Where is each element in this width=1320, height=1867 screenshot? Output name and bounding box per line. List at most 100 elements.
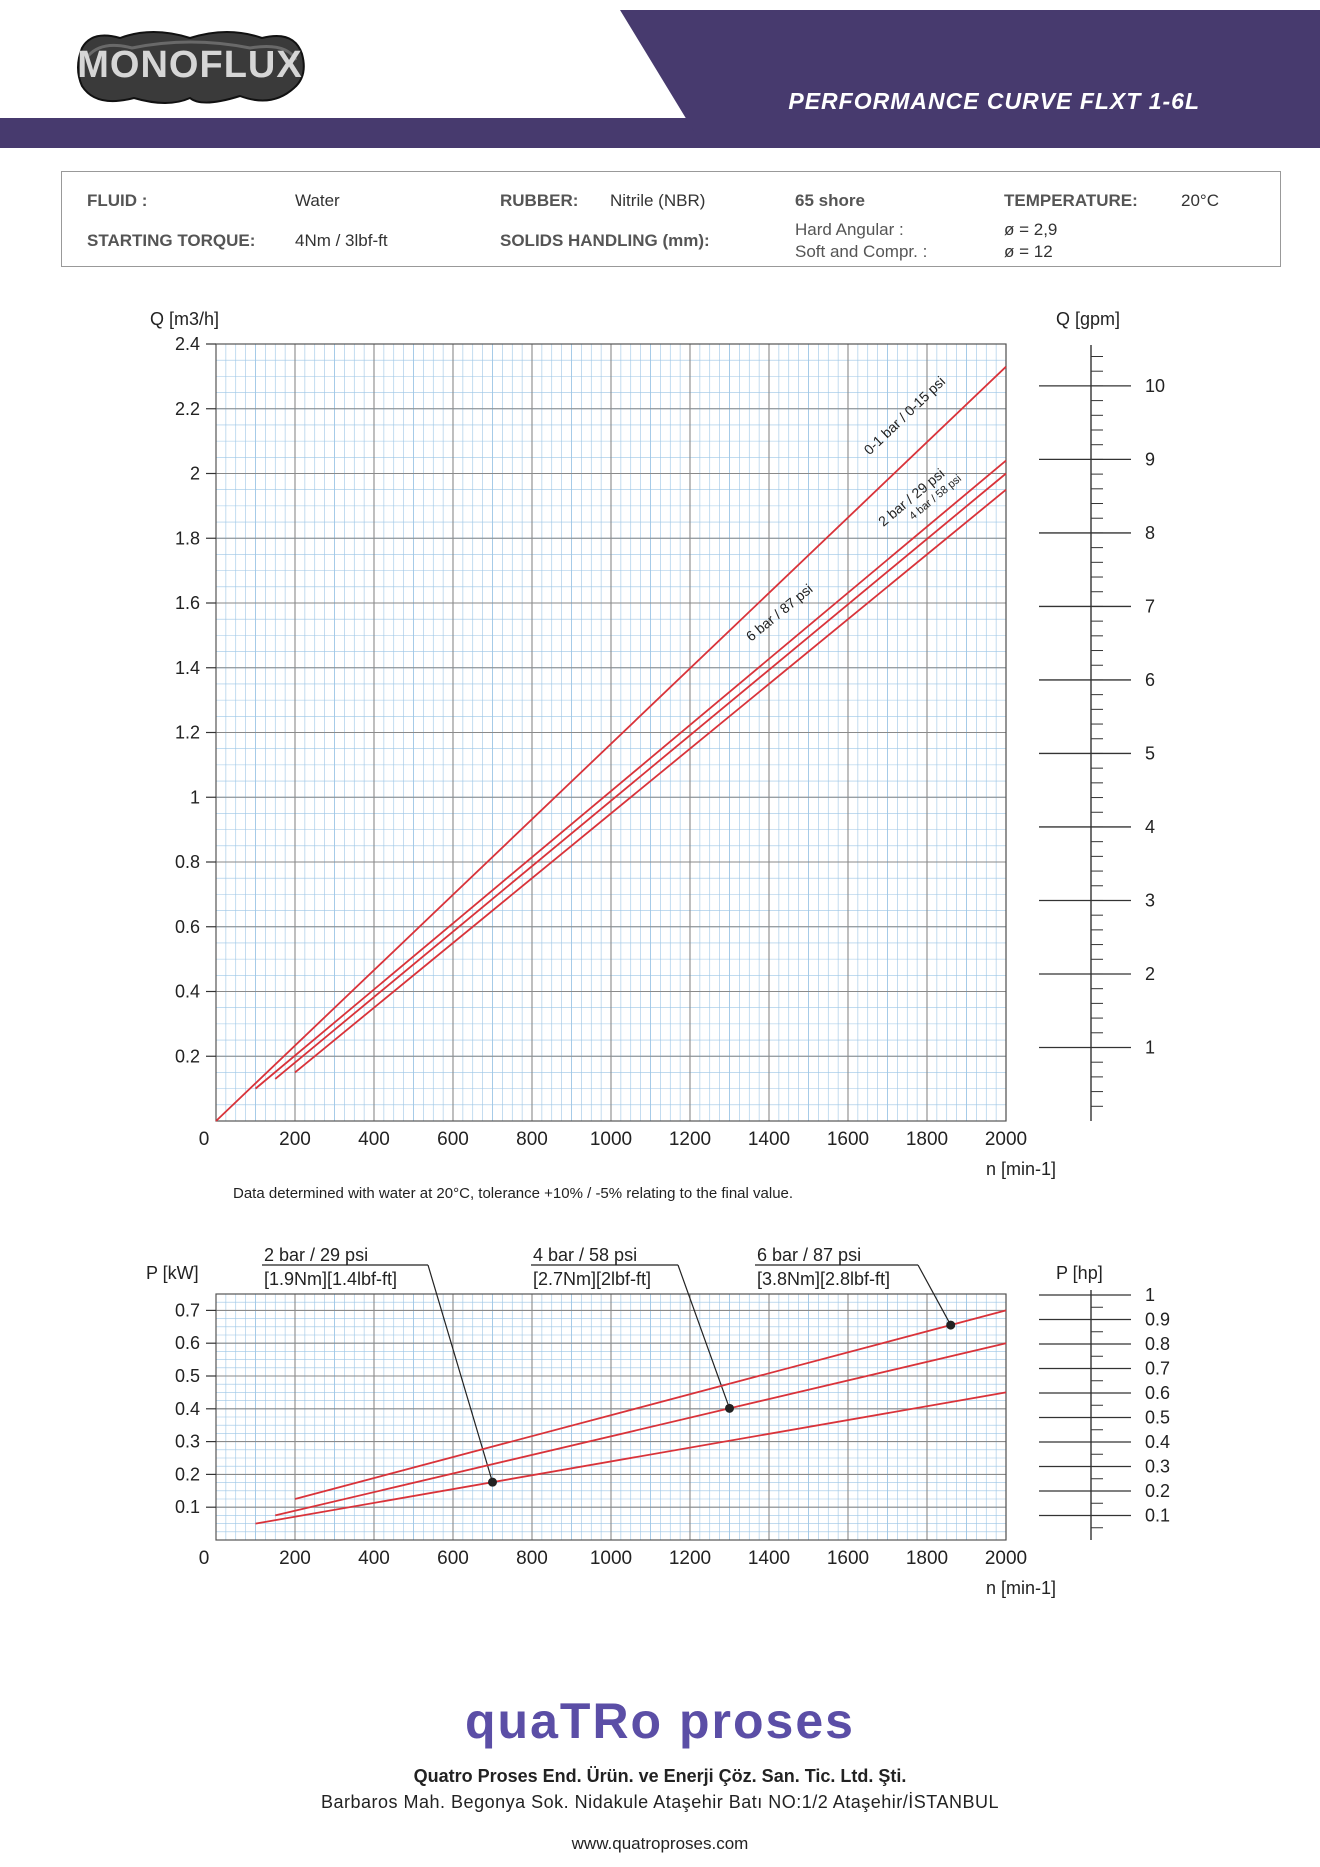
y-tick-label: 1.4 xyxy=(175,658,200,678)
x-tick-label: 2000 xyxy=(985,1548,1027,1569)
callout-torque-label: [1.9Nm][1.4lbf-ft] xyxy=(264,1269,397,1289)
fluid-label: FLUID : xyxy=(87,191,148,210)
x-tick-label: 1200 xyxy=(669,1548,711,1569)
callout-leader xyxy=(917,1264,952,1326)
y-tick-label: 0.5 xyxy=(175,1366,200,1386)
y-tick-label: 0.3 xyxy=(175,1432,200,1452)
secondary-tick-label: 5 xyxy=(1145,743,1155,763)
page-title: PERFORMANCE CURVE FLXT 1-6L xyxy=(788,88,1200,114)
y-tick-label: 2.4 xyxy=(175,334,200,354)
callout-marker xyxy=(946,1320,956,1330)
y-tick-label: 1.6 xyxy=(175,593,200,613)
flow-series-line xyxy=(254,459,1007,1090)
secondary-tick-label: 1 xyxy=(1145,1285,1155,1305)
power-series-line xyxy=(255,1391,1007,1525)
y-tick-label: 1.2 xyxy=(175,723,200,743)
y-tick-label: 2.2 xyxy=(175,399,200,419)
company-address: Barbaros Mah. Begonya Sok. Nidakule Ataş… xyxy=(321,1792,999,1812)
flow-chart: 0 200 400 600 800 1000 1200 1400 1600 1800 2000 0.2… xyxy=(150,309,1165,1179)
y-tick-label: 0.1 xyxy=(175,1497,200,1517)
power-chart: 0 200 400 600 800 1000 1200 1400 1600 1800 2000 0.1… xyxy=(146,1245,1170,1598)
soft-compr-label: Soft and Compr. : xyxy=(795,242,928,261)
flow-series-line xyxy=(294,488,1007,1074)
hard-angular-value: ø = 2,9 xyxy=(1004,220,1058,239)
secondary-tick-label: 0.6 xyxy=(1145,1383,1170,1403)
secondary-tick-label: 0.4 xyxy=(1145,1432,1170,1452)
callout-pressure-label: 6 bar / 87 psi xyxy=(757,1245,861,1265)
x-tick-label: 1000 xyxy=(590,1548,632,1569)
x-tick-label: 200 xyxy=(279,1548,311,1569)
x-tick-label: 1800 xyxy=(906,1129,948,1150)
callout-marker xyxy=(725,1403,734,1413)
y-tick-label: 1 xyxy=(190,787,200,807)
company-name: Quatro Proses End. Ürün. ve Enerji Çöz. … xyxy=(413,1766,907,1786)
x-tick-label: 1400 xyxy=(748,1129,790,1150)
brand-logo-text: quaTRo proses xyxy=(465,1693,855,1749)
secondary-tick-label: 1 xyxy=(1145,1037,1155,1057)
x-tick-label: 0 xyxy=(199,1548,210,1569)
y-axis-label: P [kW] xyxy=(146,1263,199,1283)
logo-text: MONOFLUX xyxy=(77,44,303,86)
y-axis-label: Q [m3/h] xyxy=(150,309,219,329)
x-tick-label: 1200 xyxy=(669,1129,711,1150)
flow-series-line xyxy=(215,366,1007,1122)
temperature-value: 20°C xyxy=(1181,191,1219,210)
callout-torque-label: [3.8Nm][2.8lbf-ft] xyxy=(757,1269,890,1289)
y-tick-label: 0.2 xyxy=(175,1046,200,1066)
flow-series-line xyxy=(274,472,1007,1080)
rubber-value: Nitrile (NBR) xyxy=(610,191,706,210)
secondary-tick-label: 0.1 xyxy=(1145,1506,1170,1526)
secondary-tick-label: 0.2 xyxy=(1145,1481,1170,1501)
x-axis-label: n [min-1] xyxy=(986,1159,1056,1179)
plot-frame xyxy=(215,1293,1007,1541)
shore-value: 65 shore xyxy=(795,191,865,210)
y-tick-label: 0.4 xyxy=(175,982,200,1002)
secondary-tick-label: 0.5 xyxy=(1145,1408,1170,1428)
y-tick-label: 0.2 xyxy=(175,1464,200,1484)
x-axis-label: n [min-1] xyxy=(986,1578,1056,1598)
rubber-label: RUBBER: xyxy=(500,191,579,210)
secondary-tick-label: 3 xyxy=(1145,890,1155,910)
monoflux-logo xyxy=(77,31,305,104)
solids-label: SOLIDS HANDLING (mm): xyxy=(500,231,710,250)
callout-leader xyxy=(677,1264,731,1409)
website-link[interactable]: www.quatroproses.com xyxy=(571,1834,749,1853)
x-tick-label: 800 xyxy=(516,1129,548,1150)
x-tick-label: 200 xyxy=(279,1129,311,1150)
x-tick-label: 400 xyxy=(358,1548,390,1569)
secondary-tick-label: 2 xyxy=(1145,964,1155,984)
x-tick-label: 1800 xyxy=(906,1548,948,1569)
torque-label: STARTING TORQUE: xyxy=(87,231,256,250)
secondary-tick-label: 0.8 xyxy=(1145,1334,1170,1354)
tolerance-note: Data determined with water at 20°C, tole… xyxy=(233,1185,794,1202)
x-tick-label: 1000 xyxy=(590,1129,632,1150)
callout-leader xyxy=(427,1264,494,1483)
torque-value: 4Nm / 3lbf-ft xyxy=(295,231,388,250)
header-tab xyxy=(620,10,1320,148)
x-tick-label: 600 xyxy=(437,1129,469,1150)
y-tick-label: 2 xyxy=(190,464,200,484)
x-tick-label: 2000 xyxy=(985,1129,1027,1150)
callout-pressure-label: 2 bar / 29 psi xyxy=(264,1245,368,1265)
y-tick-label: 1.8 xyxy=(175,528,200,548)
x-tick-label: 1400 xyxy=(748,1548,790,1569)
spec-box: FLUID : Water RUBBER: Nitrile (NBR) 65 s… xyxy=(61,171,1281,267)
secondary-tick-label: 0.9 xyxy=(1145,1310,1170,1330)
secondary-tick-label: 9 xyxy=(1145,449,1155,469)
secondary-tick-label: 10 xyxy=(1145,376,1165,396)
x-tick-label: 0 xyxy=(199,1129,210,1150)
power-series-line xyxy=(294,1309,1007,1500)
secondary-tick-label: 4 xyxy=(1145,817,1155,837)
series-label: 0-1 bar / 0-15 psi xyxy=(861,373,949,458)
fluid-value: Water xyxy=(295,191,340,210)
secondary-tick-label: 7 xyxy=(1145,596,1155,616)
secondary-axis-label: P [hp] xyxy=(1056,1263,1103,1283)
y-tick-label: 0.6 xyxy=(175,917,200,937)
x-tick-label: 600 xyxy=(437,1548,469,1569)
x-tick-label: 800 xyxy=(516,1548,548,1569)
secondary-tick-label: 8 xyxy=(1145,523,1155,543)
callout-marker xyxy=(488,1477,497,1487)
y-tick-label: 0.7 xyxy=(175,1300,200,1320)
temperature-label: TEMPERATURE: xyxy=(1004,191,1138,210)
